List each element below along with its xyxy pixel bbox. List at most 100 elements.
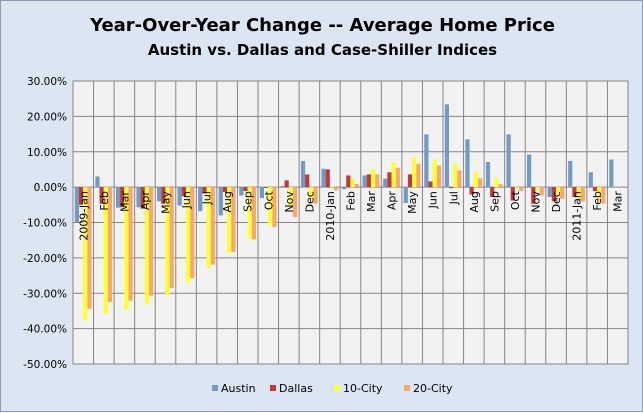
bar-dallas [572,187,577,198]
bar-10-city [103,187,108,314]
bar-dallas [161,187,166,204]
bar-20-city [149,187,154,296]
bar-austin [568,160,573,188]
bar-dallas [325,169,330,188]
x-tick-label: Dec [303,191,316,212]
x-tick-label: May [160,191,173,214]
bar-10-city [268,187,273,226]
x-tick-label: Oct [509,190,522,210]
bar-austin [280,186,285,188]
bar-20-city [539,187,544,196]
bar-dallas [264,187,269,188]
bar-austin [403,187,408,204]
bar-dallas [120,187,125,208]
bar-dallas [222,187,228,193]
legend-swatch-20-city [404,385,410,391]
x-tick-label: Jul [201,191,214,205]
legend-label: 10-City [343,382,383,395]
x-tick-label: Mar [612,191,625,212]
bar-20-city [375,174,380,188]
bar-austin [74,187,79,223]
bar-austin [321,168,326,188]
bar-dallas [510,187,515,201]
bar-10-city [350,178,355,188]
bar-dallas [449,187,454,189]
x-tick-label: Jun [427,191,440,209]
bar-10-city [412,157,417,188]
bar-10-city [206,187,211,268]
bar-dallas [305,174,310,188]
bar-10-city [555,187,561,196]
bar-dallas [407,174,413,188]
bar-dallas [551,187,556,202]
bar-20-city [251,187,257,240]
chart-title: Year-Over-Year Change -- Average Home Pr… [90,15,555,36]
bar-10-city [83,187,88,321]
bar-10-city [494,177,499,188]
bar-dallas [181,187,186,197]
bar-dallas [490,187,495,198]
bar-20-city [477,178,483,188]
bar-austin [136,187,141,208]
bar-austin [300,160,306,188]
y-tick-label: -20.00% [23,253,67,265]
bar-20-city [395,167,400,188]
bar-20-city [210,187,215,265]
bar-austin [485,162,491,188]
legend-swatch-10-city [334,385,340,391]
bar-20-city [313,187,318,204]
y-tick-label: -10.00% [23,218,67,230]
bar-austin [547,187,552,198]
legend-label: Austin [221,382,256,395]
x-tick-label: May [406,191,419,214]
bar-20-city [169,187,174,288]
bar-10-city [391,162,396,188]
bar-austin [95,176,100,188]
x-tick-label: Sep [488,191,501,212]
bar-austin [527,154,532,188]
bar-austin [424,134,429,188]
x-tick-label: Jul [447,191,460,205]
bar-austin [115,187,121,208]
bar-dallas [366,174,371,188]
bar-dallas [284,180,289,188]
bar-austin [609,159,614,188]
x-tick-label: Sep [242,191,255,212]
x-tick-label: Feb [345,191,358,210]
bar-dallas [387,172,392,188]
y-tick-label: -40.00% [23,324,67,336]
bar-10-city [514,187,520,189]
y-tick-label: 30.00% [27,76,67,88]
x-tick-label: Feb [98,191,111,210]
bar-dallas [79,187,84,205]
bar-10-city [597,187,602,202]
bar-austin [362,175,367,188]
x-tick-label: Jun [180,191,193,209]
x-tick-label: Apr [139,191,152,211]
bar-20-city [107,187,113,303]
bar-austin [444,104,449,188]
bar-dallas [531,187,536,204]
bar-10-city [473,171,478,188]
bar-10-city [227,187,232,253]
bar-20-city [231,187,236,253]
bar-dallas [346,175,351,188]
bar-10-city [309,187,314,199]
bar-10-city [165,187,170,296]
chart-subtitle: Austin vs. Dallas and Case-Shiller Indic… [147,41,498,59]
x-tick-label: 2010-Jan [324,191,337,241]
bar-20-city [190,187,195,279]
y-tick-label: -50.00% [23,359,67,371]
legend-swatch-austin [212,385,218,391]
bar-austin [383,178,388,188]
bar-20-city [498,184,503,188]
bar-20-city [416,163,421,188]
legend-swatch-dallas [270,385,276,391]
bar-dallas [469,187,474,195]
bar-dallas [140,187,145,209]
x-tick-label: Mar [118,191,131,212]
bar-austin [177,187,182,206]
bar-10-city [288,187,293,208]
bar-10-city [329,186,335,188]
